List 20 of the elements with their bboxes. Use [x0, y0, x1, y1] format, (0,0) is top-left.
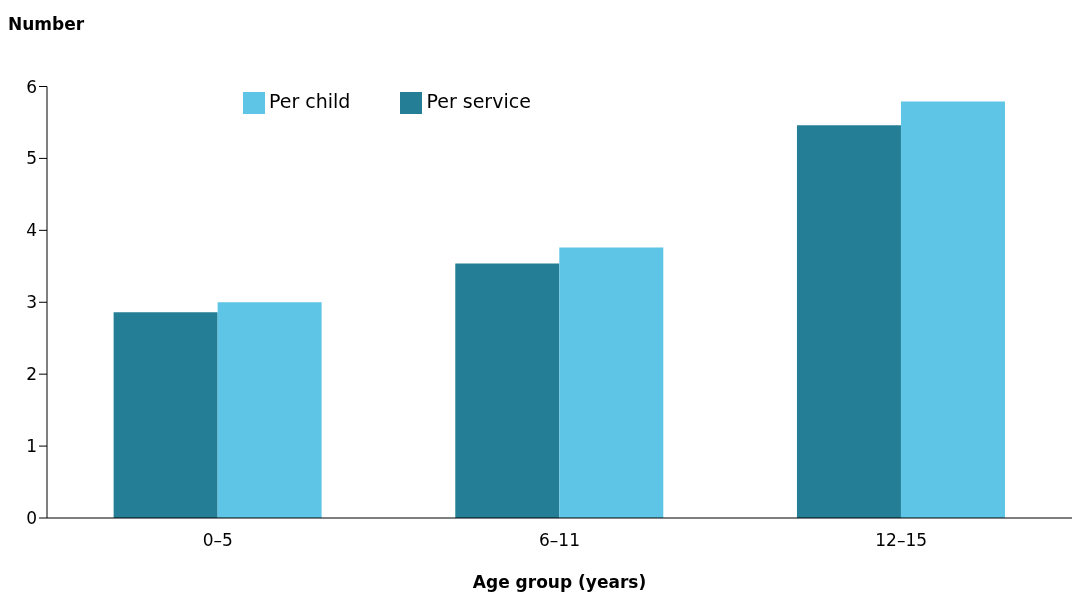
- y-tick-label: 5: [26, 148, 37, 169]
- x-tick-label: 0–5: [202, 530, 233, 551]
- bar: [796, 125, 901, 518]
- y-axis-title: Number: [8, 14, 85, 34]
- bar: [900, 101, 1005, 518]
- legend-label: Per service: [426, 90, 531, 112]
- x-tick-label: 12–15: [875, 530, 928, 551]
- x-axis-title: Age group (years): [472, 572, 647, 592]
- bar: [559, 247, 664, 518]
- y-tick-label: 6: [26, 76, 37, 97]
- bar: [455, 263, 560, 518]
- x-tick-label: 6–11: [539, 530, 580, 551]
- y-tick-label: 3: [26, 292, 37, 313]
- bar: [217, 302, 322, 518]
- legend-label: Per child: [269, 90, 351, 112]
- bar: [113, 312, 218, 518]
- y-tick-label: 2: [26, 364, 37, 385]
- y-tick-label: 1: [26, 436, 37, 457]
- y-tick-label: 0: [26, 508, 37, 529]
- y-tick-label: 4: [26, 220, 37, 241]
